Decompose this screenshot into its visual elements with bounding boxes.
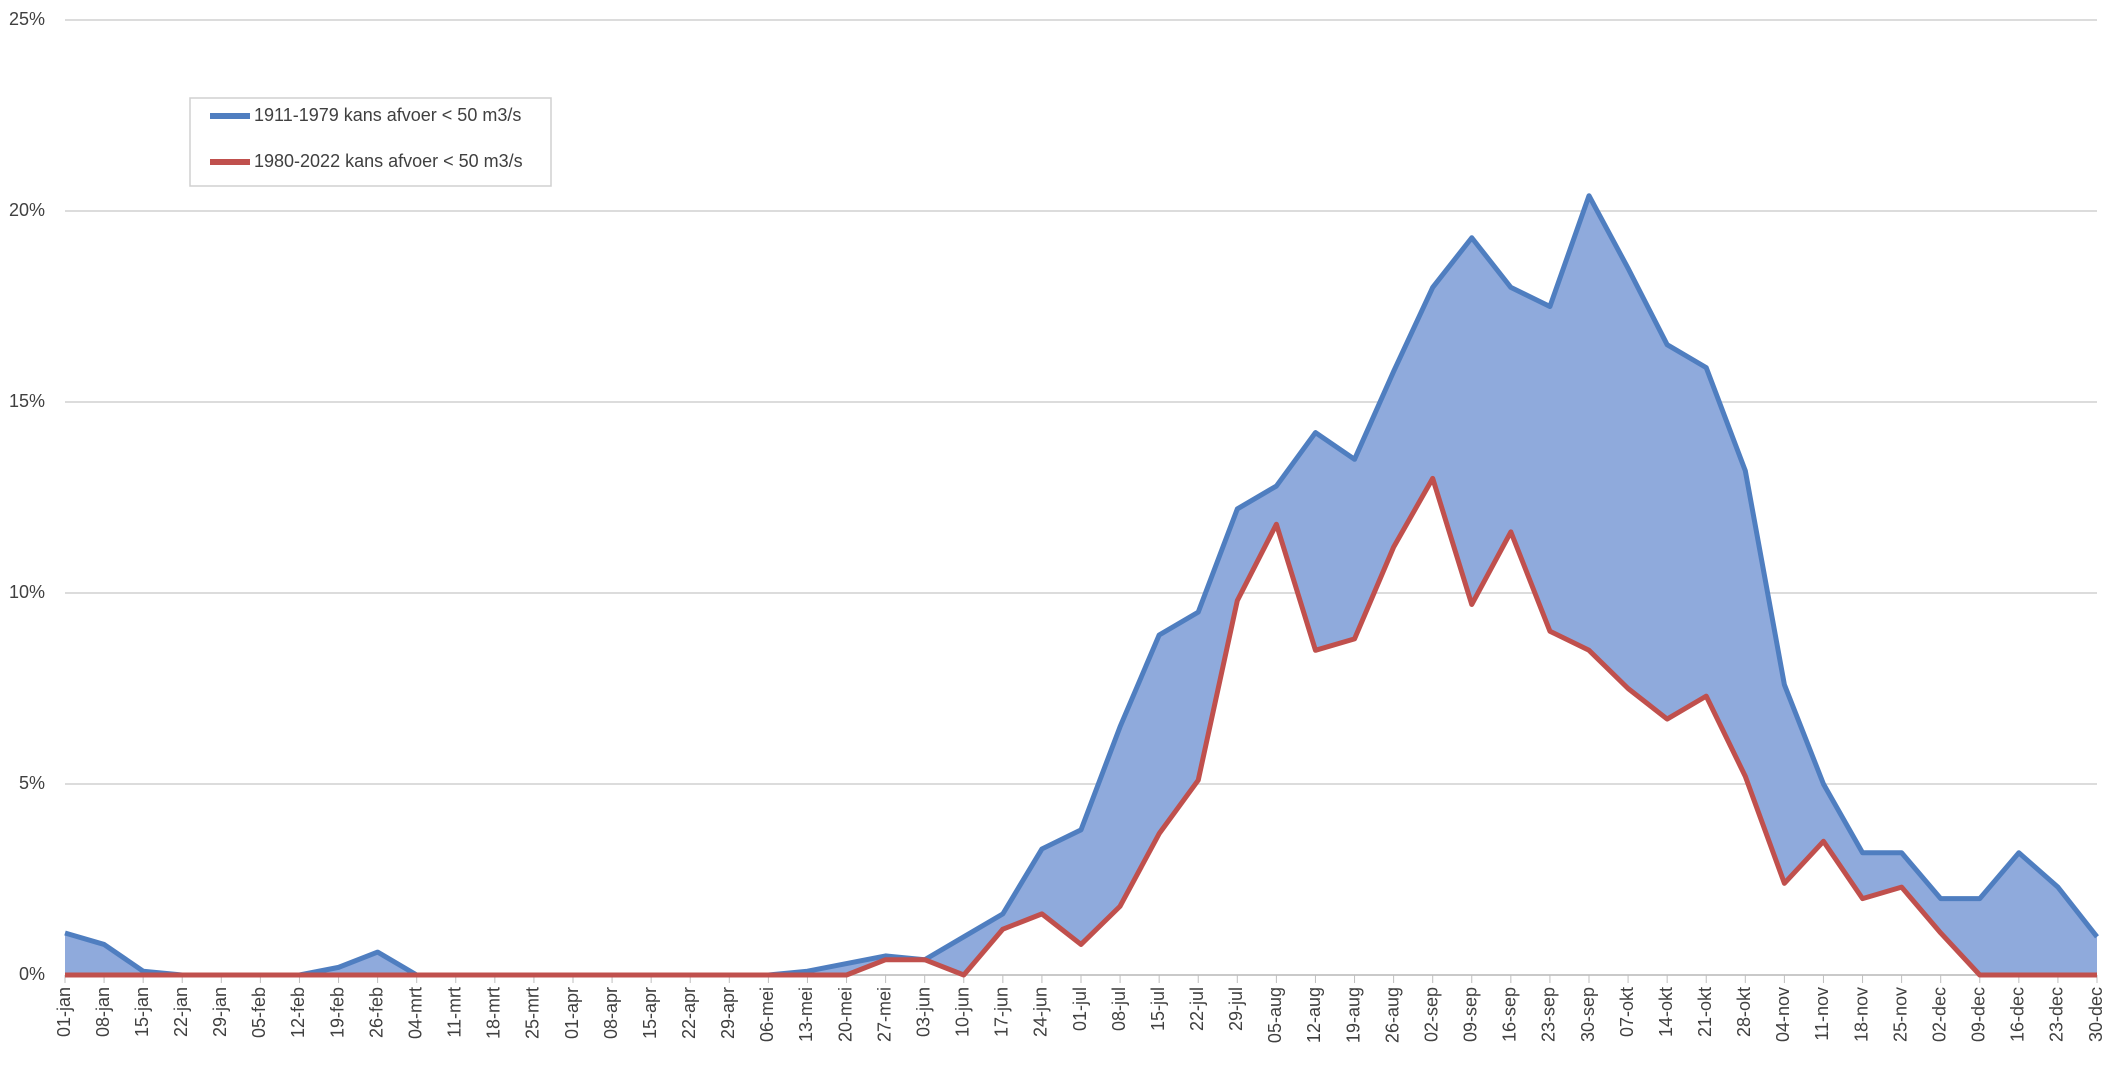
x-tick-label: 19-aug — [1343, 987, 1363, 1043]
x-tick-label: 23-dec — [2047, 987, 2067, 1042]
x-tick-label: 22-jan — [171, 987, 191, 1037]
x-tick-label: 08-jul — [1109, 987, 1129, 1031]
x-tick-label: 07-okt — [1617, 987, 1637, 1037]
x-tick-label: 01-apr — [562, 987, 582, 1039]
legend-label: 1911-1979 kans afvoer < 50 m3/s — [254, 105, 521, 125]
y-tick-label: 5% — [19, 773, 45, 793]
x-tick-label: 25-mrt — [523, 987, 543, 1039]
x-tick-label: 15-apr — [640, 987, 660, 1039]
x-tick-label: 13-mei — [796, 987, 816, 1042]
x-tick-label: 04-mrt — [405, 987, 425, 1039]
x-tick-label: 23-sep — [1539, 987, 1559, 1042]
x-tick-label: 29-jan — [210, 987, 230, 1037]
y-tick-label: 20% — [9, 200, 45, 220]
x-tick-label: 10-jun — [953, 987, 973, 1037]
y-tick-label: 15% — [9, 391, 45, 411]
x-tick-label: 02-sep — [1421, 987, 1441, 1042]
x-tick-label: 12-aug — [1304, 987, 1324, 1043]
x-tick-label: 20-mei — [835, 987, 855, 1042]
y-tick-label: 25% — [9, 9, 45, 29]
y-tick-label: 10% — [9, 582, 45, 602]
band-fill — [65, 195, 2097, 976]
x-tick-label: 26-aug — [1382, 987, 1402, 1043]
x-tick-label: 05-aug — [1265, 987, 1285, 1043]
x-tick-label: 16-dec — [2008, 987, 2028, 1042]
x-tick-label: 19-feb — [327, 987, 347, 1038]
series-line — [64, 193, 2099, 978]
x-tick-label: 14-okt — [1656, 987, 1676, 1037]
x-tick-label: 25-nov — [1890, 987, 1910, 1042]
x-tick-label: 02-dec — [1929, 987, 1949, 1042]
x-tick-label: 09-dec — [1969, 987, 1989, 1042]
x-tick-label: 29-jul — [1226, 987, 1246, 1031]
x-tick-label: 21-okt — [1695, 987, 1715, 1037]
x-tick-label: 22-jul — [1187, 987, 1207, 1031]
x-tick-label: 12-feb — [288, 987, 308, 1038]
x-tick-label: 18-nov — [1851, 987, 1871, 1042]
x-tick-label: 09-sep — [1461, 987, 1481, 1042]
x-tick-label: 03-jun — [913, 987, 933, 1037]
x-tick-label: 18-mrt — [484, 987, 504, 1039]
x-tick-label: 30-dec — [2086, 987, 2106, 1042]
x-tick-label: 17-jun — [992, 987, 1012, 1037]
x-tick-label: 26-feb — [366, 987, 386, 1038]
legend-label: 1980-2022 kans afvoer < 50 m3/s — [254, 151, 523, 171]
x-tick-label: 04-nov — [1773, 987, 1793, 1042]
x-tick-label: 24-jun — [1031, 987, 1051, 1037]
x-tick-label: 28-okt — [1734, 987, 1754, 1037]
x-tick-label: 01-jul — [1070, 987, 1090, 1031]
x-tick-label: 08-apr — [601, 987, 621, 1039]
x-tick-label: 11-nov — [1812, 987, 1832, 1041]
x-tick-label: 08-jan — [93, 987, 113, 1037]
x-tick-label: 30-sep — [1578, 987, 1598, 1042]
x-tick-label: 16-sep — [1500, 987, 1520, 1042]
x-tick-label: 11-mrt — [445, 987, 465, 1038]
x-tick-label: 06-mei — [757, 987, 777, 1042]
x-tick-label: 27-mei — [874, 987, 894, 1042]
y-tick-label: 0% — [19, 964, 45, 984]
x-tick-label: 05-feb — [249, 987, 269, 1038]
legend-box — [189, 97, 552, 187]
x-tick-label: 15-jul — [1148, 987, 1168, 1031]
x-tick-label: 29-apr — [718, 987, 738, 1039]
series-line — [65, 475, 2097, 978]
x-tick-label: 01-jan — [54, 987, 74, 1037]
x-tick-label: 15-jan — [132, 987, 152, 1037]
x-tick-label: 22-apr — [679, 987, 699, 1039]
